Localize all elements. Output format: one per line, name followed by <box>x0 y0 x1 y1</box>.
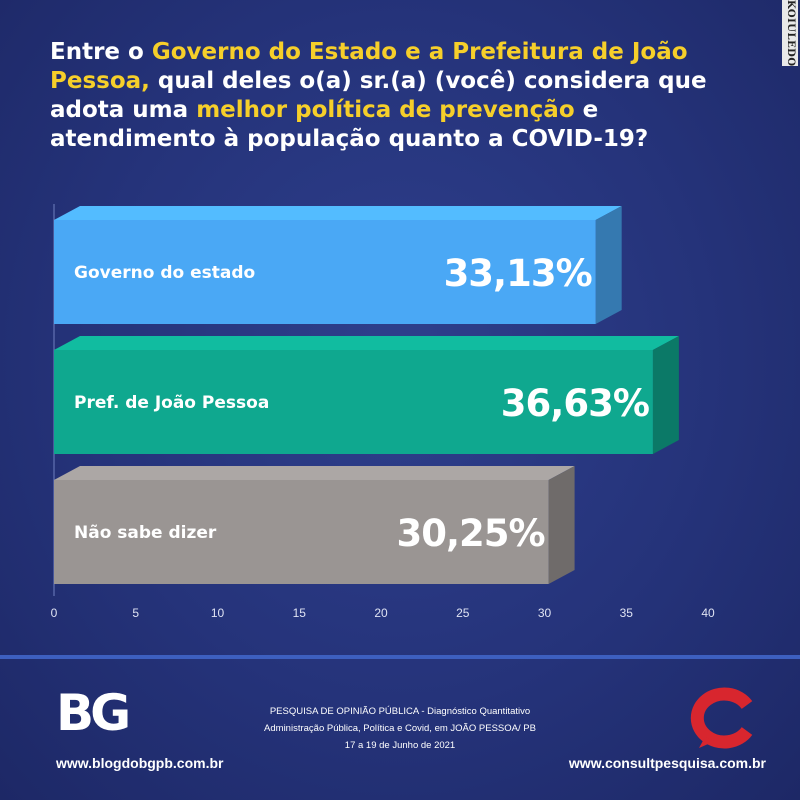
consult-logo-tail <box>699 737 715 748</box>
question-part: Entre o <box>50 39 152 65</box>
x-tick-label: 20 <box>374 606 388 620</box>
bg-logo: BG <box>56 686 132 736</box>
bar-side-face <box>595 206 622 324</box>
question-part: e atendimento à população quanto a COVID… <box>50 97 649 152</box>
source-line: 17 a 19 de Junho de 2021 <box>344 740 456 751</box>
bar-value-label: 36,63% <box>501 382 649 425</box>
bar <box>54 480 549 584</box>
x-tick-label: 35 <box>620 606 634 620</box>
question-part: qual deles o(a) sr.(a) (você) considera … <box>50 68 707 123</box>
x-tick-label: 40 <box>701 606 715 620</box>
bar <box>54 350 653 454</box>
question-highlight: melhor política de prevenção <box>196 97 575 123</box>
question-highlight: Governo do Estado e a Prefeitura de João… <box>50 39 688 94</box>
bar-top-face <box>54 206 622 220</box>
x-tick-label: 15 <box>293 606 307 620</box>
question-title: Entre o Governo do Estado e a Prefeitura… <box>50 38 750 154</box>
source-line: PESQUISA DE OPINIÃO PÚBLICA - Diagnóstic… <box>269 706 531 717</box>
consult-logo-ring <box>690 687 753 749</box>
x-tick-label: 25 <box>456 606 470 620</box>
x-tick-label: 5 <box>132 606 139 620</box>
bar <box>54 220 596 324</box>
footer-divider <box>0 655 800 659</box>
bar-side-face <box>652 336 679 454</box>
watermark: KOIULEDO <box>782 0 798 67</box>
source-line: Administração Pública, Política e Covid,… <box>264 723 536 734</box>
bar-value-label: 33,13% <box>444 252 592 295</box>
site-left-link[interactable]: www.blogdobgpb.com.br <box>56 755 224 771</box>
consult-logo-icon <box>690 687 753 749</box>
x-tick-label: 10 <box>211 606 225 620</box>
x-tick-label: 30 <box>538 606 552 620</box>
bar-top-face <box>54 466 575 480</box>
site-right-link[interactable]: www.consultpesquisa.com.br <box>568 755 766 771</box>
bar-category-label: Não sabe dizer <box>74 523 217 543</box>
bg-logo-text: BG <box>56 686 128 736</box>
bar-category-label: Pref. de João Pessoa <box>74 393 269 413</box>
bar-side-face <box>548 466 575 584</box>
source-info: PESQUISA DE OPINIÃO PÚBLICA - Diagnóstic… <box>230 703 570 754</box>
bar-value-label: 30,25% <box>396 512 544 555</box>
x-tick-label: 0 <box>51 606 58 620</box>
bar-category-label: Governo do estado <box>74 263 255 283</box>
bar-top-face <box>54 336 679 350</box>
bar-chart: Governo do estado 33,13% Pref. de João Pes… <box>51 204 715 620</box>
